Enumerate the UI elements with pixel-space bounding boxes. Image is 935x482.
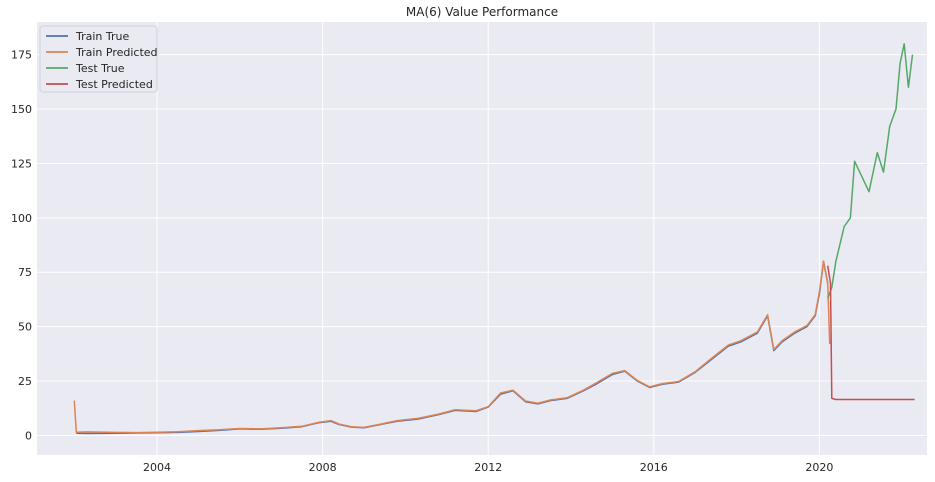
y-tick-label: 0 xyxy=(25,429,32,442)
x-tick-label: 2004 xyxy=(143,461,171,474)
y-tick-label: 175 xyxy=(11,49,32,62)
legend-box xyxy=(39,25,158,93)
x-tick-labels: 2004 2008 2012 2016 2020 xyxy=(143,461,833,474)
chart-title: MA(6) Value Performance xyxy=(406,5,558,19)
x-tick-label: 2008 xyxy=(309,461,337,474)
x-tick-label: 2020 xyxy=(805,461,833,474)
legend-label: Train Predicted xyxy=(75,46,158,59)
series-line-test-predicted xyxy=(826,265,915,401)
legend: Train True Train Predicted Test True Test P… xyxy=(39,25,158,93)
y-tick-label: 50 xyxy=(18,321,32,334)
x-tick-label: 2012 xyxy=(474,461,502,474)
legend-label: Test Predicted xyxy=(75,78,153,91)
y-tick-label: 125 xyxy=(11,157,32,170)
series-group xyxy=(73,43,915,435)
y-tick-labels: 0 25 50 75 100 125 150 175 xyxy=(11,49,32,443)
legend-label: Test True xyxy=(75,62,125,75)
series-line-test-true xyxy=(826,43,914,299)
y-tick-label: 150 xyxy=(11,103,32,116)
x-tick-label: 2016 xyxy=(640,461,668,474)
y-tick-label: 25 xyxy=(18,375,32,388)
series-line-train-predicted xyxy=(73,260,831,434)
legend-label: Train True xyxy=(75,30,129,43)
y-tick-label: 100 xyxy=(11,212,32,225)
plot-background xyxy=(37,22,927,455)
y-tick-label: 75 xyxy=(18,266,32,279)
grid xyxy=(37,22,927,455)
